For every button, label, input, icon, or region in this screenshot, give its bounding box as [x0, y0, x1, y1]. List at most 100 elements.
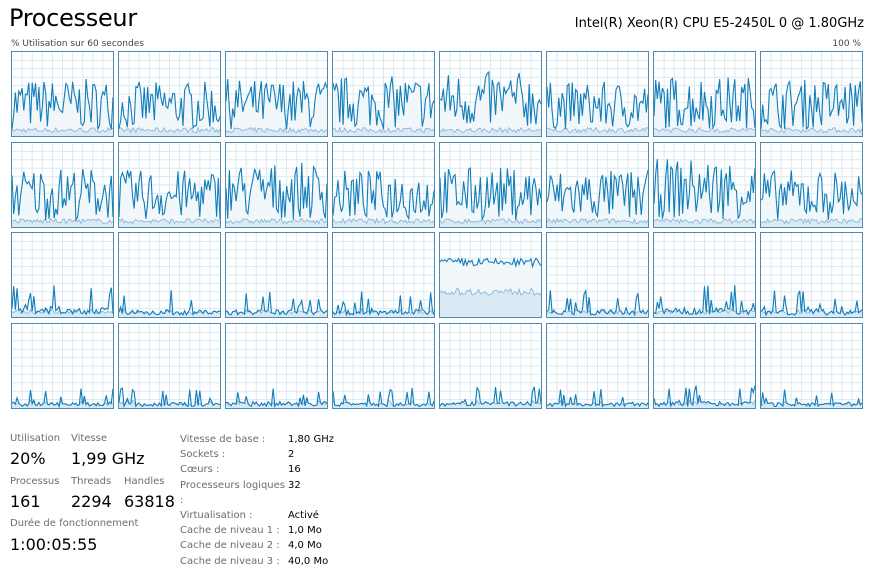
cpu-graph-3[interactable] — [332, 51, 435, 137]
utilization-line — [119, 386, 220, 408]
logical-processor-graphs[interactable] — [11, 51, 863, 411]
cpu-graph-6[interactable] — [653, 51, 756, 137]
detail-key: Cache de niveau 2 : — [180, 540, 280, 552]
detail-row: Sockets : 2 — [180, 447, 334, 462]
processus-label: Processus — [10, 476, 60, 487]
cpu-details: Vitesse de base : 1,80 GHz Sockets : 2 Cœu… — [180, 432, 334, 569]
utilization-line — [761, 388, 862, 407]
cpu-graph-30[interactable] — [653, 322, 756, 409]
cpu-graph-9[interactable] — [118, 141, 221, 228]
detail-key: Virtualisation : — [180, 510, 253, 522]
cpu-graph-27[interactable] — [332, 322, 435, 409]
cpu-graph-24[interactable] — [11, 322, 114, 409]
utilization-line — [333, 387, 434, 407]
detail-row: Vitesse de base : 1,80 GHz — [180, 432, 334, 447]
utilisation-label: Utilisation — [10, 433, 61, 444]
kernel-time-line — [12, 127, 113, 134]
detail-key: Cache de niveau 3 : — [180, 555, 280, 567]
utilization-area — [654, 385, 755, 408]
kernel-area — [333, 399, 434, 408]
detail-value: 4,0 Mo — [288, 540, 322, 552]
grid-lines — [547, 323, 648, 408]
cpu-graph-5[interactable] — [546, 51, 649, 137]
cpu-graph-8[interactable] — [11, 141, 114, 228]
kernel-time-line — [440, 126, 541, 134]
cpu-graph-10[interactable] — [225, 141, 328, 228]
cpu-graph-17[interactable] — [118, 232, 221, 318]
cpu-graph-23[interactable] — [760, 232, 863, 318]
utilization-line — [226, 388, 327, 408]
utilization-line — [119, 290, 220, 317]
grid-lines — [333, 323, 434, 408]
utilization-line — [226, 162, 327, 219]
cpu-graph-29[interactable] — [546, 322, 649, 409]
kernel-time-line — [654, 217, 755, 224]
kernel-time-line — [119, 126, 220, 134]
kernel-time-line — [226, 217, 327, 225]
cpu-graph-25[interactable] — [118, 322, 221, 409]
detail-row: Cœurs : 16 — [180, 462, 334, 477]
processus-value: 161 — [10, 492, 41, 511]
utilization-line — [12, 285, 113, 316]
threads-label: Threads — [71, 476, 112, 487]
grid-lines — [761, 323, 862, 408]
utilization-area — [547, 81, 648, 136]
detail-row: Processeurs logiques :32 — [180, 478, 334, 508]
vitesse-value: 1,99 GHz — [71, 449, 145, 468]
kernel-area — [654, 309, 755, 317]
cpu-graph-14[interactable] — [653, 141, 756, 228]
kernel-area — [654, 218, 755, 227]
cpu-graph-20[interactable] — [439, 232, 542, 318]
utilization-line — [440, 166, 541, 221]
cpu-graph-11[interactable] — [332, 141, 435, 228]
cpu-graph-7[interactable] — [760, 51, 863, 137]
cpu-graph-21[interactable] — [546, 232, 649, 318]
cpu-graph-4[interactable] — [439, 51, 542, 137]
grid-lines — [761, 233, 862, 317]
kernel-area — [12, 127, 113, 136]
cpu-graph-26[interactable] — [225, 322, 328, 409]
utilization-line — [654, 158, 755, 219]
cpu-graph-0[interactable] — [11, 51, 114, 137]
utilization-line — [333, 170, 434, 220]
utilization-line — [119, 81, 220, 130]
cpu-graph-18[interactable] — [225, 232, 328, 318]
cpu-graph-19[interactable] — [332, 232, 435, 318]
kernel-time-line — [119, 217, 220, 224]
cpu-graph-2[interactable] — [225, 51, 328, 137]
detail-value: 32 — [288, 479, 301, 491]
threads-value: 2294 — [71, 492, 112, 511]
kernel-area — [440, 218, 541, 227]
utilization-line — [119, 169, 220, 219]
cpu-graph-22[interactable] — [653, 232, 756, 318]
cpu-graph-15[interactable] — [760, 141, 863, 228]
utilization-line — [761, 290, 862, 317]
kernel-time-line — [12, 217, 113, 225]
utilization-line — [440, 256, 541, 269]
grid-lines — [119, 323, 220, 408]
detail-key: Vitesse de base : — [180, 434, 266, 445]
utilization-line — [12, 387, 113, 408]
detail-row: Cache de niveau 3 : 40,0 Mo — [180, 554, 334, 569]
cpu-graph-16[interactable] — [11, 232, 114, 318]
handles-label: Handles — [124, 476, 165, 487]
kernel-area — [333, 218, 434, 227]
utilization-area — [440, 72, 541, 136]
kernel-time-line — [440, 287, 541, 297]
utilization-line — [654, 385, 755, 408]
cpu-graph-1[interactable] — [118, 51, 221, 137]
utilization-line — [547, 288, 648, 317]
detail-value: 16 — [288, 464, 301, 476]
grid-lines — [12, 323, 113, 408]
kernel-time-line — [226, 126, 327, 134]
cpu-graph-13[interactable] — [546, 141, 649, 228]
utilization-line — [654, 77, 755, 130]
kernel-time-line — [440, 217, 541, 224]
kernel-time-line — [333, 217, 434, 224]
cpu-graph-28[interactable] — [439, 322, 542, 409]
cpu-graph-12[interactable] — [439, 141, 542, 228]
utilization-area — [333, 170, 434, 227]
utilisation-value: 20% — [10, 449, 46, 468]
utilization-area — [440, 386, 541, 408]
cpu-graph-31[interactable] — [760, 322, 863, 409]
